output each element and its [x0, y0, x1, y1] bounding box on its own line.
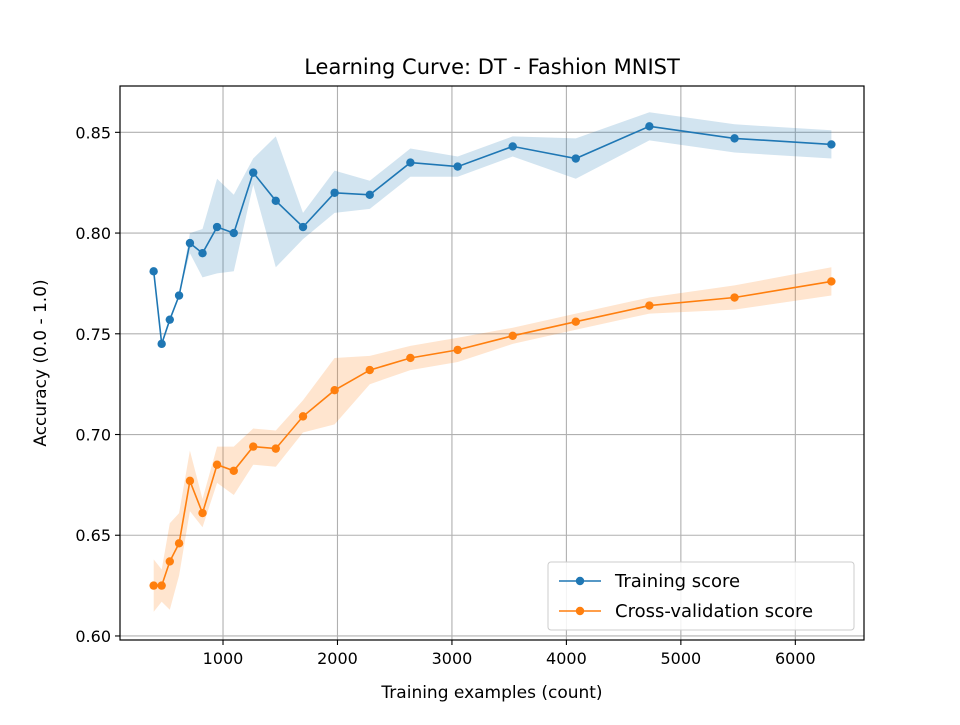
cross-validation-score-point [174, 539, 184, 548]
cross-validation-score-point [149, 581, 158, 590]
series-points [149, 122, 836, 590]
training-score-point [198, 249, 207, 258]
confidence-bands [153, 112, 832, 612]
cross-validation-score-point [330, 385, 339, 395]
training-score-point [330, 188, 339, 197]
y-axis-label: Accuracy (0.0 - 1.0) [31, 279, 51, 446]
x-tick-label: 1000 [203, 649, 244, 668]
training-score-point [365, 190, 374, 199]
cross-validation-score-point [271, 444, 280, 453]
x-tick-label: 6000 [775, 649, 816, 668]
training-score-point [571, 154, 580, 163]
cross-validation-score-point [571, 317, 580, 326]
y-tick-label: 0.65 [75, 526, 111, 545]
training-score-point [730, 134, 739, 143]
training-score-line [152, 125, 832, 345]
training-score-point [453, 162, 462, 171]
cross-validation-legend-marker [575, 606, 585, 616]
cross-validation-score-point [198, 508, 207, 518]
training-score-point [271, 196, 280, 206]
y-tick-label: 0.70 [75, 426, 111, 445]
cross-validation-score-point [365, 365, 374, 375]
x-tick-label: 3000 [432, 649, 473, 668]
cross-validation-confidence-band [153, 267, 832, 612]
cross-validation-score-point [645, 301, 654, 310]
legend-box [547, 561, 855, 631]
cross-validation-score-point [229, 466, 238, 475]
x-axis-ticks: 1000 2000 3000 4000 5000 6000 [203, 640, 816, 668]
training-score-point [298, 222, 308, 232]
grid [120, 86, 864, 640]
legend: Training score Cross-validation score [547, 561, 855, 631]
cross-validation-score-line [153, 280, 832, 587]
training-score-point [249, 168, 258, 177]
cross-validation-score-point [453, 345, 462, 355]
cross-validation-score-point [827, 277, 836, 286]
x-tick-label: 5000 [661, 649, 702, 668]
cross-validation-score-point [212, 460, 222, 469]
training-score-point [165, 315, 174, 324]
training-score-point [827, 140, 836, 149]
training-score-point [174, 291, 184, 300]
cross-validation-score-point [157, 581, 166, 590]
y-tick-label: 0.85 [75, 123, 111, 142]
training-score-point [149, 267, 158, 276]
cross-validation-legend-label: Cross-validation score [615, 601, 813, 622]
plot-frame [119, 85, 865, 641]
cross-validation-score-point [508, 331, 517, 341]
training-score-point [645, 122, 654, 131]
training-score-point [229, 228, 238, 238]
training-legend-label: Training score [614, 571, 740, 592]
chart-title: Learning Curve: DT - Fashion MNIST [304, 55, 680, 79]
training-confidence-band [153, 112, 832, 344]
training-score-point [508, 142, 517, 151]
series-lines [152, 125, 832, 587]
cross-validation-score-point [406, 353, 415, 363]
y-tick-label: 0.80 [75, 224, 111, 243]
training-legend-marker [575, 576, 585, 586]
y-axis-ticks: 0.60 0.65 0.70 0.75 0.80 0.85 [75, 123, 120, 646]
training-score-point [185, 238, 195, 248]
training-score-point [157, 339, 166, 349]
x-axis-label: Training examples (count) [380, 683, 602, 703]
training-score-point [406, 158, 415, 167]
y-tick-label: 0.60 [75, 627, 111, 646]
cross-validation-score-point [185, 476, 195, 486]
cross-validation-score-point [730, 293, 739, 302]
cross-validation-score-point [165, 557, 174, 566]
cross-validation-score-point [298, 412, 308, 421]
y-tick-label: 0.75 [75, 325, 111, 344]
cross-validation-score-point [249, 442, 258, 451]
x-tick-label: 2000 [317, 649, 358, 668]
training-score-point [212, 222, 222, 232]
x-tick-label: 4000 [546, 649, 587, 668]
